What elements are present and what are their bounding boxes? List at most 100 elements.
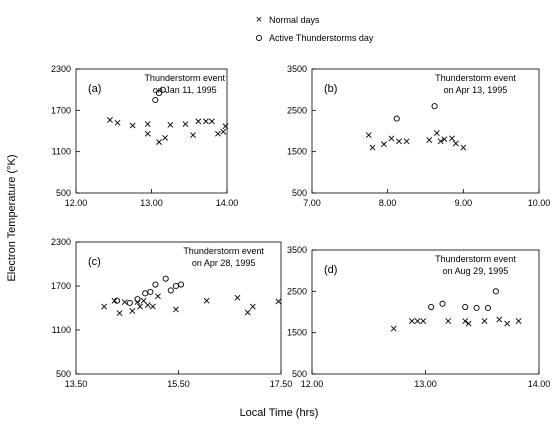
normal-day-point	[437, 138, 444, 145]
x-tick-label: 13.00	[140, 198, 163, 208]
panel-c: 500 1100 1700 2300 13.50 15.50 17.50 (c) Thunder…	[51, 237, 292, 389]
y-tick-label: 2300	[51, 237, 71, 247]
y-tick-label: 1100	[52, 325, 71, 335]
normal-day-point	[144, 302, 151, 308]
thunderstorm-day-point	[142, 290, 149, 297]
panel-a: 500 1100 1700 2300 12.00 13.00 14.00 (a) Thunder…	[51, 64, 238, 208]
normal-day-point	[107, 117, 113, 123]
y-tick-label: 2500	[287, 105, 307, 115]
panel-label: (d)	[324, 264, 337, 276]
thunderstorm-day-point	[167, 287, 174, 294]
normal-day-point	[365, 132, 372, 139]
legend: × Normal days Active Thunderstorms day	[256, 14, 374, 43]
y-axis-title: Electron Temperature (°K)	[6, 154, 18, 281]
thunderstorm-day-point	[155, 90, 163, 97]
x-tick-label: 14.00	[216, 198, 239, 208]
thunderstorm-day-point	[126, 299, 133, 306]
normal-day-point	[129, 308, 136, 314]
thunderstorm-day-point	[431, 103, 438, 110]
normal-day-point	[137, 303, 143, 310]
normal-day-point	[144, 130, 151, 137]
normal-day-point	[144, 121, 151, 128]
legend-o-marker-icon	[255, 34, 263, 42]
normal-day-point	[403, 138, 410, 145]
y-tick-label: 500	[292, 369, 307, 379]
x-tick-label: 13.50	[65, 379, 88, 389]
normal-day-point	[408, 318, 415, 325]
x-tick-label: 15.50	[167, 379, 190, 389]
normal-day-point	[433, 130, 440, 136]
y-tick-label: 1500	[287, 328, 307, 338]
panel-label: (c)	[88, 256, 101, 268]
thunderstorm-day-point	[462, 303, 469, 311]
normal-day-point	[220, 128, 227, 135]
normal-day-point	[481, 318, 488, 325]
panel-label: (b)	[324, 83, 337, 95]
event-annotation: Thunderstorm event	[435, 73, 516, 83]
normal-day-point	[244, 309, 251, 316]
event-annotation: on Apr 28, 1995	[192, 258, 256, 268]
thunderstorm-day-point	[152, 96, 159, 104]
normal-day-point	[208, 118, 215, 125]
event-annotation: Thunderstorm event	[435, 254, 516, 264]
normal-day-point	[195, 118, 202, 125]
y-tick-label: 500	[56, 369, 71, 379]
thunderstorm-day-point	[113, 297, 121, 304]
normal-day-point	[162, 134, 169, 141]
x-tick-label: 7.00	[303, 198, 321, 208]
normal-day-point	[504, 320, 511, 327]
normal-day-point	[173, 306, 179, 313]
normal-day-point	[182, 121, 189, 128]
normal-day-point	[426, 137, 433, 144]
thunderstorm-day-point	[178, 281, 185, 288]
normal-day-point	[116, 310, 123, 317]
normal-day-point	[149, 303, 156, 310]
y-tick-label: 2500	[287, 286, 307, 296]
normal-day-point	[390, 325, 397, 332]
y-tick-label: 3500	[287, 245, 307, 255]
normal-day-point	[121, 299, 128, 306]
normal-day-point	[249, 303, 256, 310]
thunderstorm-day-point	[162, 275, 169, 282]
normal-day-point	[420, 318, 427, 325]
x-tick-label: 9.00	[455, 198, 473, 208]
y-tick-label: 1700	[51, 281, 71, 291]
normal-day-point	[465, 320, 472, 327]
y-tick-label: 1100	[52, 147, 71, 157]
thunderstorm-day-point	[134, 296, 141, 303]
thunderstorm-day-point	[152, 281, 159, 288]
event-annotation: on Apr 13, 1995	[444, 85, 508, 95]
normal-day-point	[414, 318, 421, 325]
normal-day-point	[460, 144, 467, 151]
normal-day-point	[155, 293, 161, 300]
thunderstorm-day-point	[428, 303, 435, 311]
y-tick-label: 3500	[287, 64, 307, 74]
normal-day-point	[380, 141, 387, 148]
x-tick-label: 10.00	[528, 198, 551, 208]
normal-day-point	[167, 121, 174, 128]
y-tick-label: 500	[292, 188, 307, 198]
normal-day-point	[190, 132, 196, 139]
plot-frame	[311, 68, 540, 194]
normal-day-point	[462, 318, 469, 325]
normal-day-point	[215, 130, 221, 137]
event-annotation: Thunderstorm event	[183, 246, 264, 256]
normal-day-point	[441, 136, 448, 143]
normal-day-point	[369, 144, 376, 151]
normal-day-point	[445, 318, 452, 325]
event-annotation: on Jan 11, 1995	[153, 85, 217, 95]
normal-day-point	[114, 119, 121, 126]
normal-day-point	[396, 138, 402, 145]
thunderstorm-day-point	[473, 304, 480, 311]
normal-day-point	[449, 135, 455, 142]
x-tick-label: 13.00	[414, 379, 437, 389]
thunderstorm-day-point	[439, 300, 446, 307]
normal-day-point	[234, 294, 241, 301]
y-tick-label: 1700	[51, 105, 71, 115]
normal-day-point	[129, 122, 136, 129]
thunderstorm-day-point	[159, 86, 166, 93]
normal-day-point	[156, 139, 162, 145]
y-tick-label: 1500	[287, 147, 307, 157]
x-tick-label: 12.00	[65, 198, 88, 208]
panel-label: (a)	[88, 83, 101, 95]
